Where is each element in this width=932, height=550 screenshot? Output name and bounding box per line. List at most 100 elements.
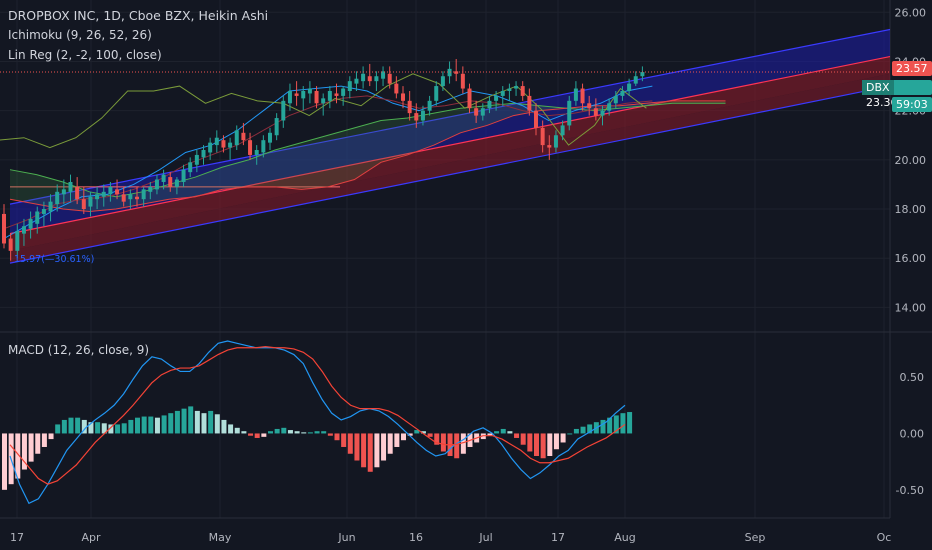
candle-body (587, 103, 592, 109)
macd-histogram-bar (514, 433, 520, 438)
candle-body (381, 71, 386, 79)
macd-histogram-bar (587, 424, 593, 434)
macd-histogram-bar (414, 430, 420, 434)
macd-histogram-bar (620, 413, 626, 434)
candle-body (467, 88, 472, 109)
macd-legend[interactable]: MACD (12, 26, close, 9) (8, 343, 150, 357)
macd-histogram-bar (427, 433, 433, 437)
candle-body (168, 177, 173, 187)
macd-histogram-bar (48, 433, 54, 440)
candle-body (248, 140, 253, 155)
macd-histogram-bar (68, 417, 74, 434)
macd-histogram-bar (148, 416, 154, 434)
candle-body (61, 189, 66, 195)
candle-body (214, 137, 219, 146)
macd-histogram-bar (314, 431, 320, 434)
grid-lines (0, 0, 932, 519)
candle-body (487, 100, 492, 109)
macd-histogram-bar (407, 433, 413, 436)
candle-body (35, 211, 40, 224)
candle-body (161, 174, 166, 182)
candle-body (460, 73, 465, 89)
ichimoku-legend[interactable]: Ichimoku (9, 26, 52, 26) (8, 28, 152, 42)
candle-body (560, 125, 565, 136)
time-tick-label: Aug (614, 531, 635, 544)
candle-body (194, 154, 199, 165)
macd-histogram-bar (367, 433, 373, 472)
channel-mid-line (9, 55, 891, 235)
channel-middle-band (10, 56, 890, 251)
macd-histogram-bar (95, 422, 101, 434)
macd-histogram-bar (254, 433, 260, 438)
candle-body (48, 201, 53, 212)
candle-body (55, 191, 60, 205)
candle-body (580, 88, 585, 104)
macd-histogram-bar (214, 414, 220, 434)
candle-body (181, 169, 186, 182)
candle-body (520, 86, 525, 96)
candle-body (407, 100, 412, 114)
macd-histogram-bar (108, 424, 114, 434)
candle-body (474, 108, 479, 116)
candle-body (540, 127, 545, 146)
macd-histogram-bar (248, 433, 254, 436)
candle-body (341, 88, 346, 96)
candle-body (613, 95, 618, 104)
macd-tick-label: 0.00 (900, 427, 925, 440)
macd-histogram-bar (21, 433, 27, 470)
time-tick-label: Jul (478, 531, 492, 544)
macd-histogram-bar (540, 433, 546, 459)
low-price-label: 15.97(—30.61%) (14, 254, 95, 265)
candle-body (514, 86, 519, 89)
candle-body (221, 140, 226, 148)
candle-body (2, 213, 6, 244)
macd-histogram-bar (75, 417, 81, 434)
macd-histogram-bar (327, 433, 333, 436)
candle-body (148, 186, 153, 192)
candle-body (141, 189, 146, 200)
macd-histogram-bar (41, 433, 47, 447)
macd-histogram-bar (321, 431, 327, 434)
linreg-legend[interactable]: Lin Reg (2, -2, 100, close) (8, 48, 162, 62)
candle-body (600, 110, 605, 116)
macd-histogram-bar (221, 419, 227, 434)
candle-body (261, 140, 266, 153)
macd-histogram-bar (547, 433, 553, 456)
macd-histogram-bar (487, 433, 493, 436)
chikou-span (0, 73, 647, 149)
macd-histogram-bar (81, 419, 87, 434)
candle-body (281, 100, 286, 121)
macd-histogram-bar (627, 412, 633, 434)
macd-histogram-bar (420, 431, 426, 434)
macd-histogram-bar (381, 433, 387, 461)
macd-histogram-bar (613, 415, 619, 434)
macd-histogram-bar (520, 433, 526, 445)
macd-histogram-bar (387, 433, 393, 454)
candle-body (41, 209, 46, 214)
candle-body (95, 194, 100, 200)
ichimoku-cloud (0, 73, 726, 239)
candle-body (447, 68, 452, 77)
macd-histogram-bar (281, 427, 287, 434)
channel-upper-band (10, 29, 890, 234)
candle-body (128, 194, 133, 200)
candle-body (420, 110, 425, 121)
candle-body (367, 76, 372, 82)
price-candles (0, 59, 890, 261)
candle-body (387, 73, 392, 84)
symbol-price-tag: DBX23.36 (862, 80, 932, 109)
candle-body (101, 191, 106, 197)
candle-body (287, 90, 292, 104)
symbol-price: 23.36 (866, 96, 898, 109)
candle-body (534, 110, 538, 128)
macd-histogram-bar (161, 415, 167, 434)
macd-histogram-bar (234, 427, 240, 434)
macd-tick-label: -0.50 (896, 484, 924, 497)
macd-histogram-bar (440, 433, 446, 452)
macd-histogram-bar (28, 433, 34, 462)
time-tick-label: 16 (409, 531, 423, 544)
candle-body (494, 95, 499, 101)
macd-histogram-bar (61, 419, 67, 434)
